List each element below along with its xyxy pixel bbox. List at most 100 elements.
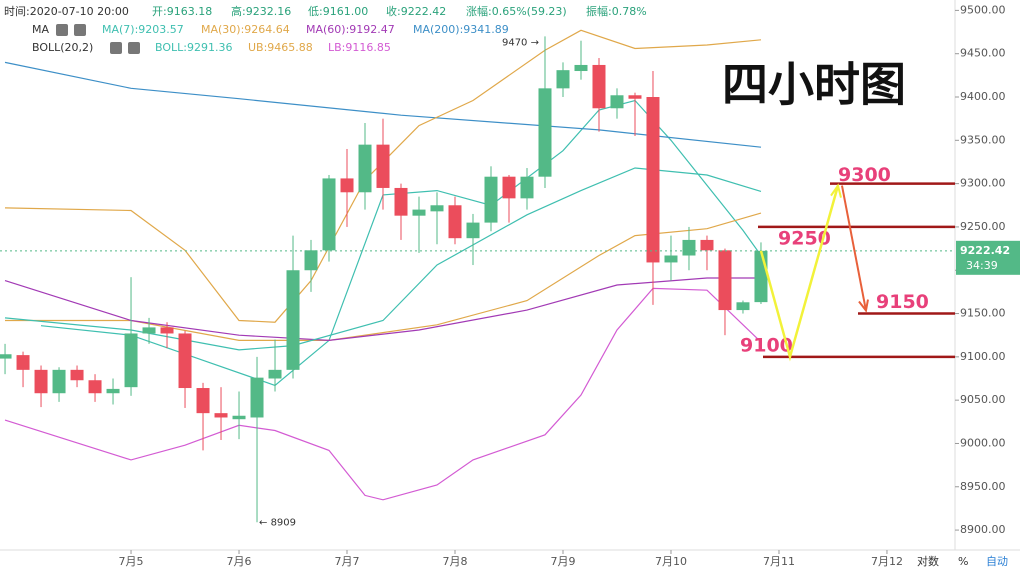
indicator-line	[40, 99, 762, 387]
x-tick-label: 7月8	[443, 555, 468, 568]
candle-body	[376, 144, 390, 188]
high-annotation: 9470 →	[502, 37, 539, 48]
header-item: 开:9163.18	[152, 5, 212, 18]
header-item: 低:9161.00	[308, 5, 368, 18]
indicator-line	[4, 287, 762, 501]
candle-body	[34, 369, 48, 394]
candle-body	[214, 413, 228, 418]
candle-body	[664, 255, 678, 263]
candle-body	[754, 250, 768, 303]
candle-body	[358, 144, 372, 193]
bottom-button[interactable]: 对数	[917, 554, 939, 568]
y-tick-label: 9350.00	[960, 133, 1006, 146]
y-tick-label: 9300.00	[960, 177, 1006, 190]
level-label: 9150	[876, 291, 929, 313]
indicator-line	[4, 29, 762, 323]
candle-body	[718, 250, 732, 311]
candle-body	[412, 209, 426, 216]
y-tick-label: 9400.00	[960, 90, 1006, 103]
candle-body	[322, 178, 336, 251]
level-label: 9250	[778, 227, 831, 249]
candle-body	[628, 95, 642, 99]
legend-item: MA(200):9341.89	[413, 23, 509, 36]
indicator-line	[4, 61, 762, 148]
indicator-label: BOLL(20,2)	[32, 41, 93, 54]
candle-body	[268, 369, 282, 379]
y-tick-label: 9250.00	[960, 220, 1006, 233]
settings-icon[interactable]	[56, 24, 68, 36]
projection-path	[759, 185, 840, 362]
legend-item: UB:9465.88	[248, 41, 313, 54]
legend-item: MA(60):9192.47	[306, 23, 395, 36]
candle-body	[178, 333, 192, 389]
candle-body	[106, 388, 120, 394]
header-item: 涨幅:0.65%(59.23)	[466, 5, 567, 18]
settings-icon[interactable]	[128, 42, 140, 54]
candle-body	[286, 270, 300, 370]
low-annotation: ← 8909	[259, 517, 296, 528]
settings-icon[interactable]	[110, 42, 122, 54]
y-tick-label: 8950.00	[960, 480, 1006, 493]
projection-arrowhead	[830, 183, 842, 198]
y-tick-label: 9050.00	[960, 393, 1006, 406]
candle-body	[430, 205, 444, 212]
candle-body	[160, 327, 174, 334]
header-item: 收:9222.42	[386, 4, 446, 18]
y-tick-label: 9000.00	[960, 436, 1006, 449]
candle-body	[70, 369, 84, 381]
indicator-line	[5, 212, 762, 341]
candle-body	[700, 239, 714, 251]
x-tick-label: 7月9	[550, 555, 575, 568]
y-tick-label: 9100.00	[960, 350, 1006, 363]
candle-body	[16, 355, 30, 370]
y-tick-label: 9150.00	[960, 307, 1006, 320]
legend-item: MA(30):9264.64	[201, 23, 290, 36]
x-tick-label: 7月5	[119, 555, 144, 568]
candle-body	[574, 64, 588, 72]
candle-body	[142, 327, 156, 334]
level-label: 9300	[838, 164, 891, 186]
candle-body	[52, 369, 66, 394]
projection-down	[840, 185, 867, 311]
level-label: 9100	[740, 334, 793, 356]
candle-body	[466, 222, 480, 239]
legend-item: BOLL:9291.36	[155, 41, 232, 54]
candle-body	[520, 176, 534, 199]
candle-body	[610, 95, 624, 109]
candle-body	[232, 415, 246, 420]
candle-body	[646, 97, 660, 263]
candle-body	[340, 178, 354, 193]
header-item: 时间:2020-07-10 20:00	[4, 5, 129, 18]
candle-body	[394, 187, 408, 216]
header-item: 振幅:0.78%	[586, 4, 647, 18]
candle-body	[124, 333, 138, 388]
candle-body	[484, 176, 498, 223]
indicator-line	[4, 277, 761, 342]
legend-item: LB:9116.85	[328, 41, 391, 54]
legend-item: MA(7):9203.57	[102, 23, 184, 36]
candle-body	[592, 64, 606, 109]
countdown: 34:39	[966, 259, 998, 272]
bottom-button[interactable]: 自动	[986, 555, 1008, 568]
x-tick-label: 7月12	[871, 555, 903, 568]
candle-body	[556, 70, 570, 89]
candle-body	[538, 88, 552, 177]
y-tick-label: 9450.00	[960, 47, 1006, 60]
candle-body	[502, 176, 516, 199]
candle-body	[0, 354, 12, 359]
candle-body	[682, 239, 696, 256]
x-tick-label: 7月6	[227, 555, 252, 568]
candle-body	[304, 250, 318, 271]
projection-down-head	[858, 299, 869, 313]
chart-title: 四小时图	[722, 58, 906, 112]
candle-body	[196, 388, 210, 414]
candle-body	[448, 205, 462, 239]
candle-body	[250, 377, 264, 418]
last-price-box	[956, 240, 1020, 275]
bottom-button[interactable]: %	[958, 555, 968, 568]
y-tick-label: 8900.00	[960, 523, 1006, 536]
indicator-label: MA	[32, 23, 49, 36]
candle-body	[736, 302, 750, 311]
settings-icon[interactable]	[74, 24, 86, 36]
